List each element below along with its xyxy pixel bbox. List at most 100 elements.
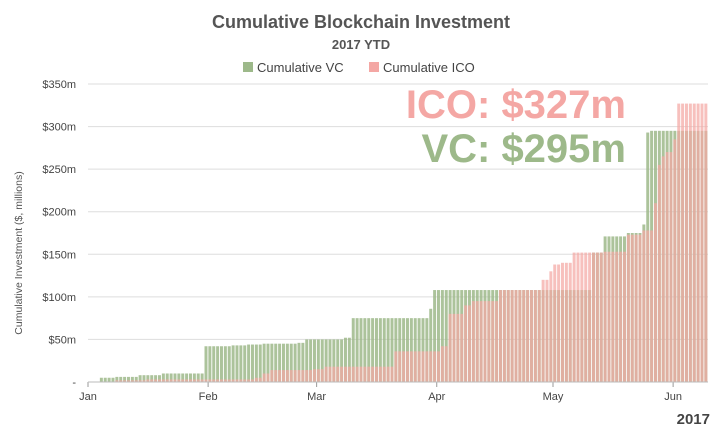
vc-bar	[150, 375, 154, 382]
ico-bar	[630, 234, 634, 382]
vc-bar	[437, 290, 440, 382]
ico-bar	[584, 252, 588, 382]
vc-bar	[278, 343, 282, 382]
ico-bar	[158, 379, 161, 382]
y-tick-label: $100m	[42, 292, 76, 304]
ico-bar	[468, 305, 471, 382]
ico-bar	[665, 152, 669, 382]
y-tick-label: $50m	[48, 334, 76, 346]
vc-bar	[173, 373, 177, 382]
ico-bar	[533, 290, 537, 382]
chart-title: Cumulative Blockchain Investment	[212, 12, 510, 32]
vc-bar	[336, 339, 340, 382]
vc-bar	[111, 377, 115, 382]
ico-bar	[359, 366, 363, 382]
ico-bar	[386, 366, 390, 382]
vc-bar	[375, 318, 378, 382]
ico-bar	[390, 366, 394, 382]
ico-bar	[502, 290, 506, 382]
ico-bar	[491, 301, 495, 382]
vc-bar	[316, 339, 320, 382]
ico-bar	[239, 379, 243, 382]
ico-bar	[266, 373, 270, 382]
ico-bar	[541, 279, 545, 382]
ico-bar	[564, 262, 568, 382]
vc-bar	[378, 318, 382, 382]
vc-bar	[189, 373, 192, 382]
legend-label-ico: Cumulative ICO	[383, 60, 475, 75]
y-tick-label: -	[72, 377, 76, 389]
ico-bar	[371, 366, 375, 382]
ico-bar	[297, 370, 301, 382]
ico-bar	[301, 370, 305, 382]
ico-bar	[409, 351, 413, 382]
vc-bar	[382, 318, 386, 382]
ico-bar	[227, 379, 231, 382]
vc-bar	[220, 346, 223, 382]
ico-bar	[402, 351, 406, 382]
ico-bar	[549, 271, 553, 382]
ico-bar	[181, 379, 185, 382]
ico-bar	[142, 380, 146, 382]
ico-bar	[654, 203, 657, 382]
ico-bar	[282, 370, 285, 382]
ico-bar	[351, 366, 355, 382]
ico-bar	[444, 346, 448, 382]
ico-bar	[123, 380, 127, 382]
vc-bar	[123, 376, 127, 382]
y-tick-label: $350m	[42, 79, 76, 91]
ico-bar	[557, 264, 561, 382]
ico-bar	[537, 290, 541, 382]
ico-bar	[154, 379, 158, 382]
ico-bar	[293, 370, 297, 382]
ico-bar	[274, 370, 278, 382]
vc-bar	[429, 308, 433, 382]
vc-bar	[351, 318, 355, 382]
vc-bar	[313, 339, 316, 382]
vc-bar	[367, 318, 371, 382]
vc-bar	[409, 318, 413, 382]
vc-bar	[154, 375, 158, 382]
x-tick-label: Mar	[307, 391, 326, 403]
ico-bar	[421, 351, 425, 382]
vc-bar	[107, 377, 111, 382]
vc-bar	[192, 373, 196, 382]
ico-bar	[433, 351, 437, 382]
ico-bar	[289, 370, 293, 382]
vc-bar	[103, 377, 107, 382]
ico-bar	[487, 301, 491, 382]
vc-bar	[433, 290, 437, 382]
y-axis-label: Cumulative Investment ($, millions)	[13, 171, 25, 334]
vc-bar	[134, 376, 138, 382]
ico-bar	[603, 251, 607, 382]
ico-bar	[196, 379, 200, 382]
ico-bar	[231, 379, 235, 382]
ico-bar	[576, 252, 580, 382]
vc-bar	[406, 318, 409, 382]
ico-bar	[471, 301, 475, 382]
ico-bar	[340, 366, 344, 382]
ico-bar	[611, 251, 615, 382]
x-tick-label: Jun	[664, 391, 682, 403]
ico-bar	[580, 252, 584, 382]
vc-bar	[266, 343, 270, 382]
vc-bar	[99, 377, 103, 382]
ico-bar	[677, 103, 681, 382]
ico-bar	[595, 252, 599, 382]
ico-bar	[464, 305, 468, 382]
vc-bar	[208, 346, 212, 382]
ico-bar	[700, 103, 704, 382]
vc-bar	[282, 343, 285, 382]
x-tick-label: Jan	[79, 391, 97, 403]
vc-bar	[444, 290, 448, 382]
vc-bar	[127, 376, 130, 382]
vc-bar	[235, 345, 239, 382]
vc-bar	[359, 318, 363, 382]
ico-bar	[685, 103, 688, 382]
series-ico-bars	[115, 103, 708, 382]
ico-bar	[568, 262, 572, 382]
ico-bar	[134, 380, 138, 382]
ico-bar	[634, 234, 638, 382]
vc-bar	[165, 373, 169, 382]
ico-bar	[173, 379, 177, 382]
